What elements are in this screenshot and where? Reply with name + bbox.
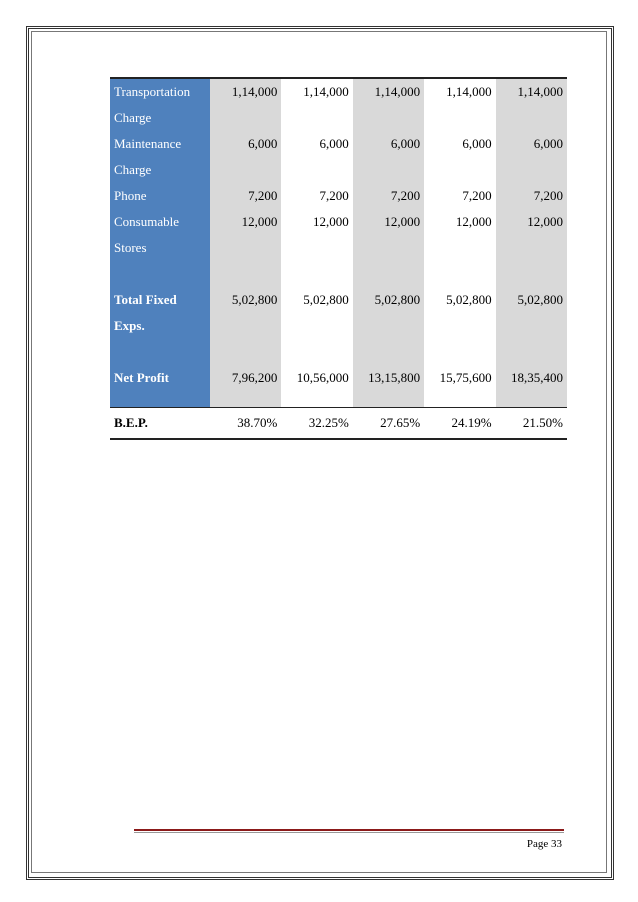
cell-value: 27.65% [352, 407, 425, 440]
cell-value: 1,14,000 [210, 78, 282, 131]
spacer-cell [495, 261, 567, 287]
spacer-cell [424, 391, 496, 408]
spacer-cell [210, 339, 282, 365]
cell-value: 1,14,000 [424, 78, 496, 131]
cell-value: 24.19% [424, 407, 496, 440]
spacer-cell [424, 339, 496, 365]
cell-value: 1,14,000 [352, 78, 425, 131]
cell-value: 12,000 [352, 209, 425, 261]
table-row: Maintenance Charge 6,000 6,000 6,000 6,000 6,… [110, 131, 567, 183]
row-label: Transportation Charge [110, 78, 210, 131]
bep-row: B.E.P. 38.70% 32.25% 27.65% 24.19% 21.50% [110, 407, 567, 440]
row-label: Total Fixed Exps. [110, 287, 210, 339]
cell-value: 5,02,800 [210, 287, 282, 339]
page-border [26, 26, 614, 880]
row-label: Phone [110, 183, 210, 209]
spacer-cell [281, 261, 353, 287]
spacer-cell [352, 261, 425, 287]
spacer-cell [424, 261, 496, 287]
page-number: Page 33 [526, 838, 562, 850]
spacer-cell [110, 339, 210, 365]
cell-value: 32.25% [281, 407, 353, 440]
cell-value: 12,000 [424, 209, 496, 261]
spacer-cell [281, 339, 353, 365]
spacer-cell [281, 391, 353, 408]
row-label: B.E.P. [110, 407, 210, 440]
cell-value: 5,02,800 [424, 287, 496, 339]
cell-value: 12,000 [210, 209, 282, 261]
spacer-row [110, 391, 567, 408]
spacer-cell [352, 339, 425, 365]
spacer-cell [210, 261, 282, 287]
table-row: Total Fixed Exps. 5,02,800 5,02,800 5,02,80… [110, 287, 567, 339]
cell-value: 7,200 [210, 183, 282, 209]
spacer-row [110, 261, 567, 287]
cell-value: 6,000 [281, 131, 353, 183]
spacer-cell [495, 339, 567, 365]
table-row: Consumable Stores 12,000 12,000 12,000 12,00… [110, 209, 567, 261]
row-label: Net Profit [110, 365, 210, 391]
cell-value: 6,000 [352, 131, 425, 183]
cell-value: 7,200 [281, 183, 353, 209]
spacer-row [110, 339, 567, 365]
cell-value: 1,14,000 [281, 78, 353, 131]
cell-value: 7,96,200 [210, 365, 282, 391]
row-label: Consumable Stores [110, 209, 210, 261]
cell-value: 10,56,000 [281, 365, 353, 391]
cell-value: 21.50% [495, 407, 567, 440]
table-row: Transportation Charge 1,14,000 1,14,000 1,1… [110, 78, 567, 131]
table-row: Net Profit 7,96,200 10,56,000 13,15,800 15,7… [110, 365, 567, 391]
cell-value: 7,200 [424, 183, 496, 209]
spacer-cell [110, 391, 210, 408]
row-label: Maintenance Charge [110, 131, 210, 183]
cell-value: 6,000 [424, 131, 496, 183]
cell-value: 13,15,800 [352, 365, 425, 391]
cell-value: 6,000 [210, 131, 282, 183]
spacer-cell [352, 391, 425, 408]
cell-value: 7,200 [495, 183, 567, 209]
cell-value: 5,02,800 [281, 287, 353, 339]
cost-table: Transportation Charge 1,14,000 1,14,000 1,1… [110, 77, 567, 440]
page-border-inner [31, 31, 607, 873]
spacer-cell [110, 261, 210, 287]
cell-value: 12,000 [281, 209, 353, 261]
cell-value: 6,000 [495, 131, 567, 183]
cell-value: 1,14,000 [495, 78, 567, 131]
cell-value: 5,02,800 [495, 287, 567, 339]
footer-rule [134, 829, 564, 831]
cell-value: 18,35,400 [495, 365, 567, 391]
spacer-cell [210, 391, 282, 408]
footer-rule [134, 832, 564, 833]
cell-value: 38.70% [210, 407, 282, 440]
cell-value: 15,75,600 [424, 365, 496, 391]
spacer-cell [495, 391, 567, 408]
cell-value: 7,200 [352, 183, 425, 209]
cell-value: 5,02,800 [352, 287, 425, 339]
cell-value: 12,000 [495, 209, 567, 261]
table-row: Phone 7,200 7,200 7,200 7,200 7,200 [110, 183, 567, 209]
